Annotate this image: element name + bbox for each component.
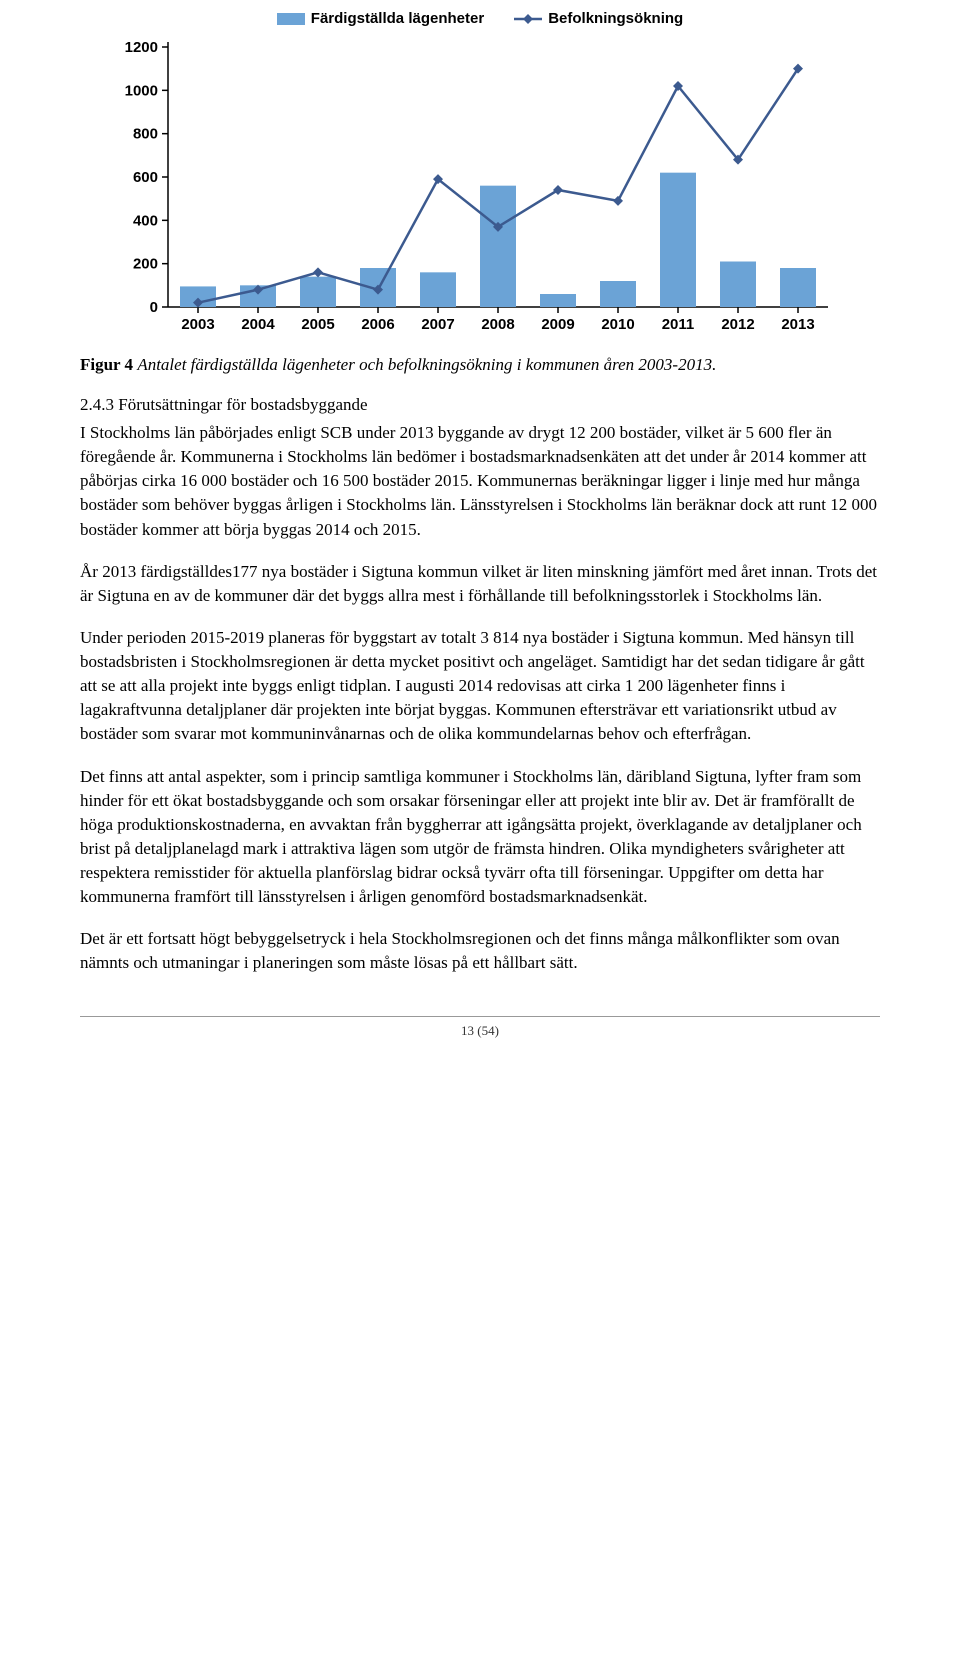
body-paragraph: I Stockholms län påbörjades enligt SCB u…: [80, 421, 880, 542]
body-paragraph: Under perioden 2015-2019 planeras för by…: [80, 626, 880, 747]
figure-caption: Figur 4 Antalet färdigställda lägenheter…: [80, 355, 880, 375]
legend-item-line: Befolkningsökning: [514, 10, 683, 27]
svg-text:1000: 1000: [125, 82, 158, 99]
svg-text:0: 0: [150, 299, 158, 316]
svg-text:2013: 2013: [781, 316, 814, 333]
body-paragraph: Det är ett fortsatt högt bebyggelsetryck…: [80, 927, 880, 975]
legend-line-label: Befolkningsökning: [548, 10, 683, 27]
body-paragraph: År 2013 färdigställdes177 nya bostäder i…: [80, 560, 880, 608]
svg-text:2009: 2009: [541, 316, 574, 333]
legend-line-swatch: [514, 18, 542, 20]
body-paragraph: Det finns att antal aspekter, som i prin…: [80, 765, 880, 910]
legend-item-bars: Färdigställda lägenheter: [277, 10, 484, 27]
figure-number: Figur 4: [80, 355, 133, 374]
page-footer: 13 (54): [80, 1016, 880, 1039]
svg-text:2004: 2004: [241, 316, 275, 333]
body-text: I Stockholms län påbörjades enligt SCB u…: [80, 421, 880, 976]
legend-bar-label: Färdigställda lägenheter: [311, 10, 484, 27]
svg-text:1200: 1200: [125, 39, 158, 56]
svg-text:2010: 2010: [601, 316, 634, 333]
svg-text:2012: 2012: [721, 316, 754, 333]
figure-title: Antalet färdigställda lägenheter och bef…: [137, 355, 716, 374]
svg-text:2003: 2003: [181, 316, 214, 333]
svg-text:200: 200: [133, 256, 158, 273]
page-number: 13 (54): [461, 1023, 499, 1038]
svg-text:2006: 2006: [361, 316, 394, 333]
svg-text:400: 400: [133, 212, 158, 229]
svg-text:600: 600: [133, 169, 158, 186]
svg-text:2007: 2007: [421, 316, 454, 333]
svg-text:2011: 2011: [662, 316, 695, 333]
svg-text:800: 800: [133, 126, 158, 143]
chart: 0 200 400 600 800 1000 1200 2003 2004 2005 2006 200…: [110, 37, 850, 337]
section-heading: 2.4.3 Förutsättningar för bostadsbyggand…: [80, 395, 880, 415]
legend-bar-swatch: [277, 13, 305, 25]
svg-text:2005: 2005: [301, 316, 334, 333]
chart-legend: Färdigställda lägenheter Befolkningsökni…: [80, 10, 880, 27]
svg-text:2008: 2008: [481, 316, 514, 333]
